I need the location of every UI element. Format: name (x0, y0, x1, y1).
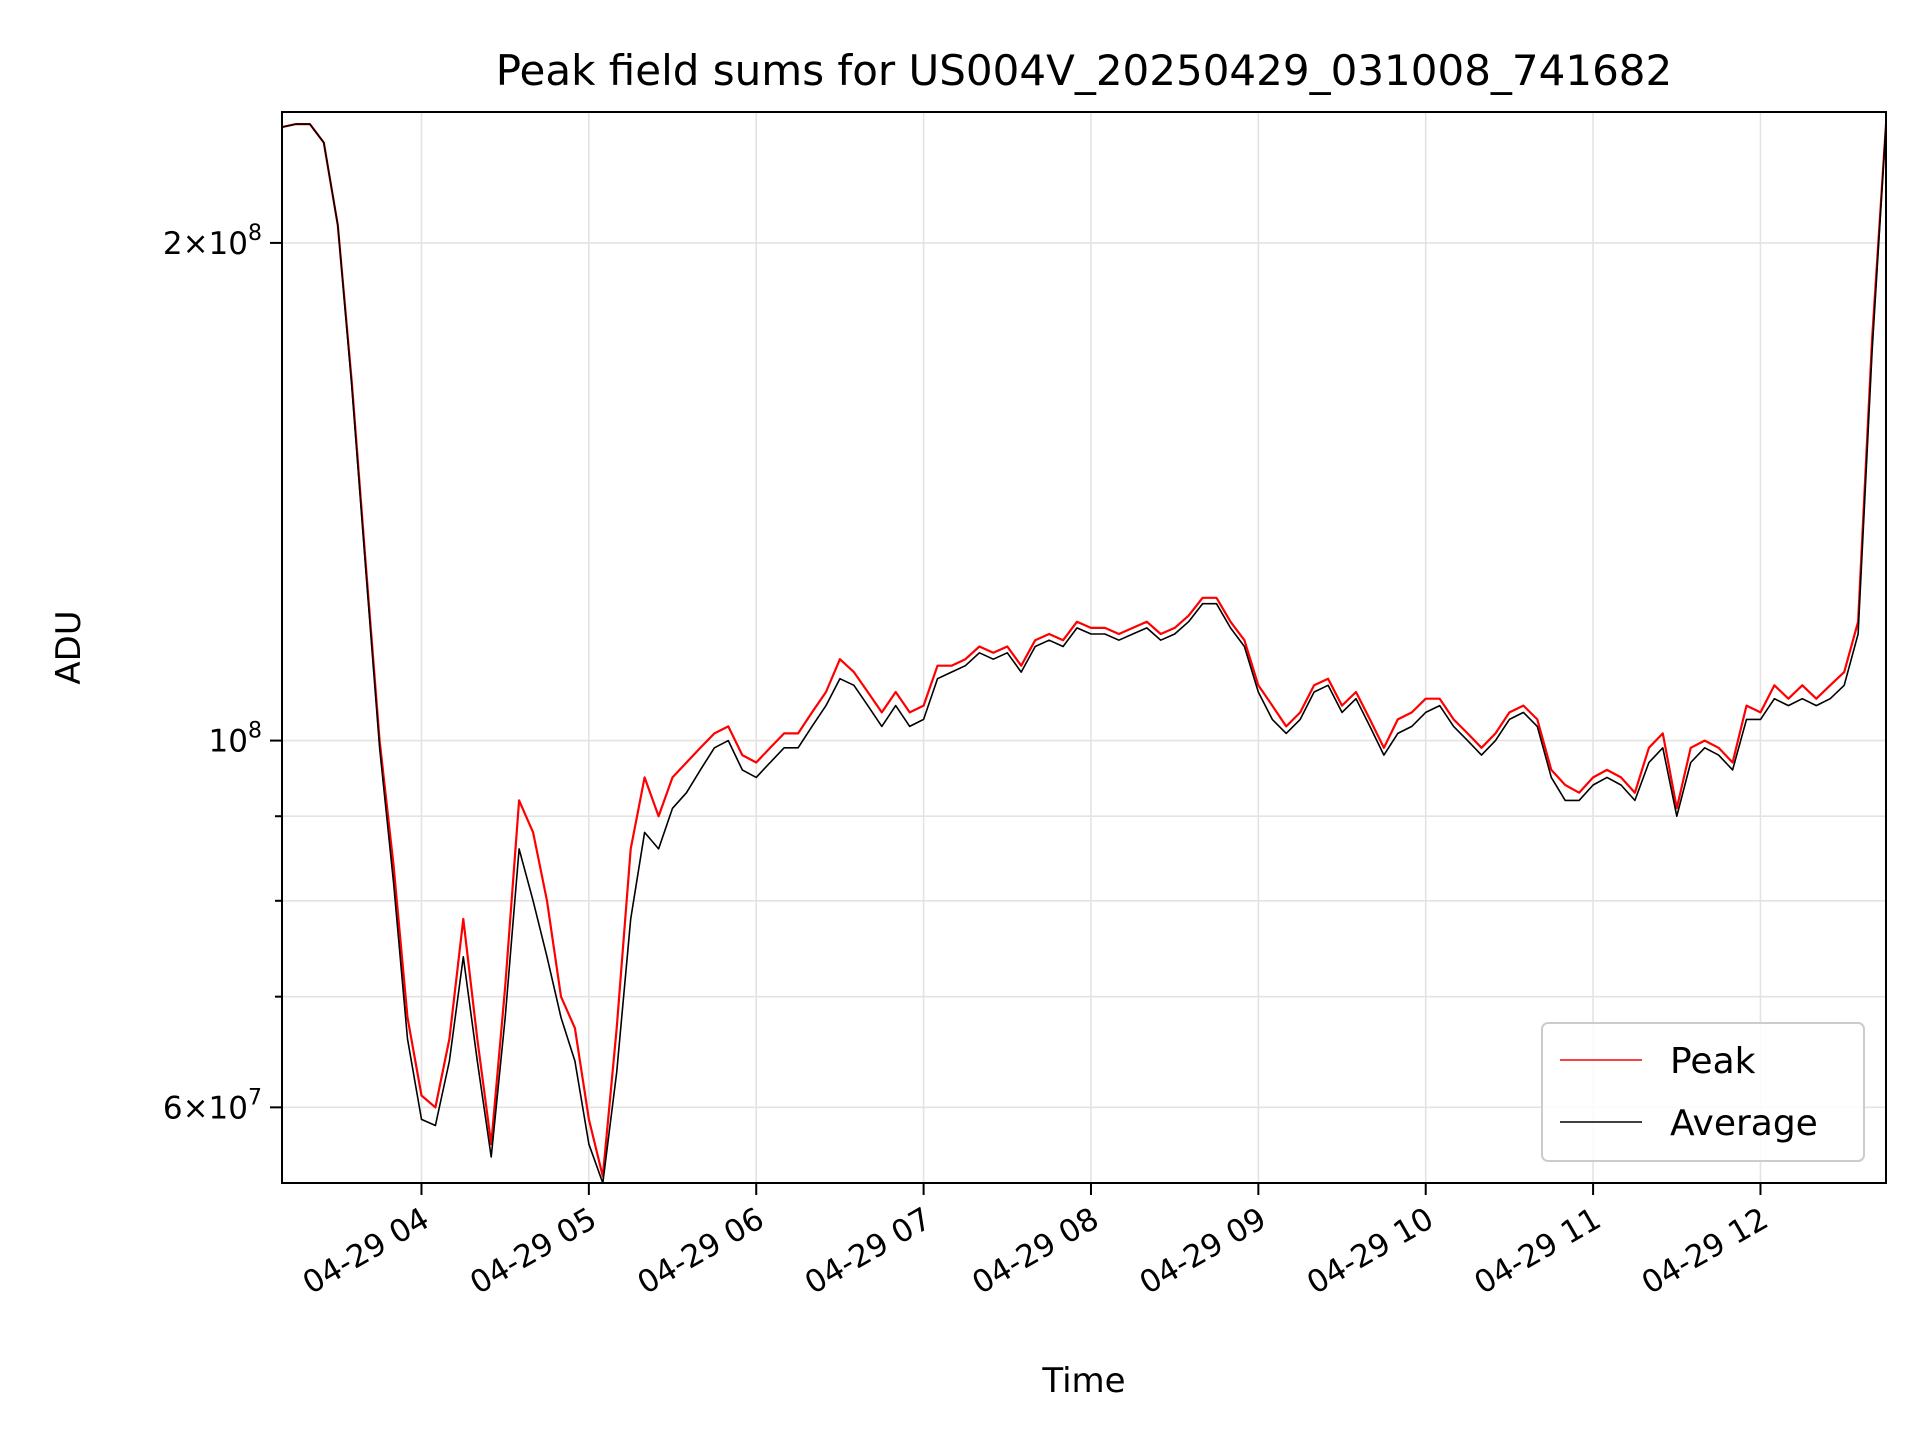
x-axis-label: Time (1041, 1361, 1125, 1401)
series-layer (282, 122, 1886, 1183)
chart-title: Peak field sums for US004V_20250429_0310… (496, 46, 1673, 95)
y-tick-exponent: 7 (248, 1085, 262, 1110)
y-tick-mantissa: 6 (163, 1090, 183, 1126)
y-tick-base: 10 (209, 226, 248, 262)
y-tick-label: 108 (209, 719, 262, 760)
y-tick-label: 2×108 (163, 221, 262, 262)
y-tick-exponent: 8 (248, 719, 262, 744)
series-line-peak (282, 122, 1886, 1178)
legend-label-average: Average (1670, 1103, 1818, 1144)
y-tick-base: 10 (209, 1090, 248, 1126)
plot-frame (281, 111, 1887, 1184)
series-line-average (282, 123, 1886, 1183)
y-tick-base: 10 (209, 724, 248, 760)
legend-box (1541, 1022, 1865, 1162)
y-tick-mantissa: 2 (163, 226, 183, 262)
y-tick-label: 6×107 (163, 1085, 262, 1126)
legend-label-peak: Peak (1670, 1041, 1756, 1082)
y-tick-times: × (183, 226, 209, 262)
y-tick-exponent: 8 (248, 221, 262, 246)
legend: Peak Average (1541, 1022, 1865, 1162)
y-tick-times: × (183, 1090, 209, 1126)
y-axis-label: ADU (49, 610, 89, 684)
